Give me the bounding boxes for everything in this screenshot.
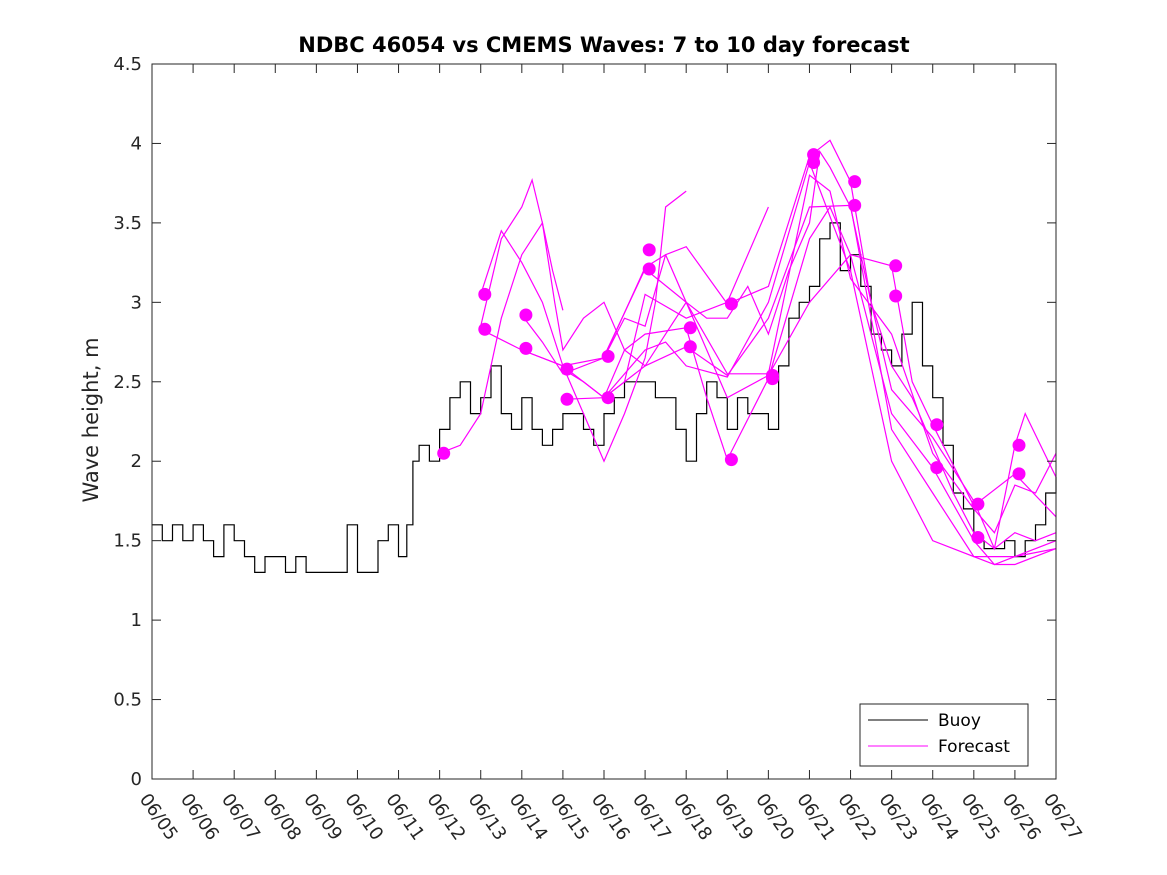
x-tick-label: 06/24 xyxy=(916,790,963,845)
forecast-marker-7 xyxy=(560,392,574,406)
x-tick-label: 06/05 xyxy=(135,790,182,845)
x-tick-label: 06/09 xyxy=(299,790,346,845)
y-tick-label: 0 xyxy=(131,769,142,790)
x-tick-label: 06/22 xyxy=(833,790,880,845)
forecast-marker-28 xyxy=(1012,438,1026,452)
forecast-run-8 xyxy=(562,204,1057,566)
forecast-run-10 xyxy=(603,254,1057,518)
x-tick-label: 06/17 xyxy=(628,790,675,845)
forecast-marker-21 xyxy=(848,198,862,212)
buoy-line xyxy=(152,222,1057,573)
x-tick-label: 06/27 xyxy=(1039,790,1086,845)
x-tick-label: 06/15 xyxy=(546,790,593,845)
forecast-marker-17 xyxy=(766,372,779,386)
x-tick-label: 06/23 xyxy=(875,790,922,845)
x-tick-label: 06/12 xyxy=(423,790,470,845)
forecast-marker-20 xyxy=(848,175,862,189)
forecast-marker-14 xyxy=(724,297,738,311)
y-tick-label: 4 xyxy=(131,133,142,154)
y-tick-label: 2.5 xyxy=(113,372,142,393)
x-tick-label: 06/21 xyxy=(792,790,839,845)
forecast-marker-25 xyxy=(930,461,944,475)
y-tick-label: 4.5 xyxy=(113,54,142,75)
forecast-marker-11 xyxy=(642,262,656,276)
forecast-marker-13 xyxy=(683,340,697,354)
legend-box xyxy=(859,703,1029,767)
forecast-marker-10 xyxy=(642,243,656,257)
plot-area xyxy=(152,139,1057,573)
y-tick-label: 2 xyxy=(131,451,142,472)
forecast-marker-22 xyxy=(889,259,903,273)
legend-buoy-label: Buoy xyxy=(938,711,981,731)
forecast-marker-2 xyxy=(478,287,492,301)
x-tick-label: 06/08 xyxy=(258,790,305,845)
x-tick-label: 06/26 xyxy=(998,790,1045,845)
y-tick-label: 1.5 xyxy=(113,531,142,552)
legend: Buoy Forecast xyxy=(859,703,1029,767)
y-axis-label: Wave height, m xyxy=(79,337,103,502)
x-tick-label: 06/10 xyxy=(340,790,387,845)
forecast-marker-4 xyxy=(519,308,533,322)
forecast-marker-8 xyxy=(601,349,615,363)
forecast-marker-19 xyxy=(807,156,821,169)
forecast-marker-5 xyxy=(519,341,533,355)
forecast-run-7 xyxy=(562,205,1057,566)
y-tick-label: 3.5 xyxy=(113,213,142,234)
forecast-marker-15 xyxy=(724,453,738,467)
x-tick-label: 06/20 xyxy=(751,790,798,845)
forecast-marker-1 xyxy=(437,446,451,460)
x-tick-label: 06/07 xyxy=(217,790,264,845)
y-tick-label: 1 xyxy=(131,610,142,631)
chart-title: NDBC 46054 vs CMEMS Waves: 7 to 10 day f… xyxy=(298,33,909,57)
forecast-marker-27 xyxy=(971,531,985,544)
x-tick-label: 06/06 xyxy=(176,790,223,845)
y-tick-label: 3 xyxy=(131,292,142,313)
forecast-marker-23 xyxy=(889,289,903,303)
forecast-marker-6 xyxy=(560,362,574,376)
forecast-run-9 xyxy=(603,160,1057,558)
forecast-run-1 xyxy=(439,149,1057,550)
x-tick-label: 06/19 xyxy=(710,790,757,845)
forecast-marker-12 xyxy=(683,321,697,335)
legend-forecast-label: Forecast xyxy=(938,737,1010,757)
x-tick-label: 06/11 xyxy=(381,790,428,845)
forecast-marker-29 xyxy=(1012,467,1026,481)
forecast-run-2 xyxy=(480,177,564,327)
x-tick-label: 06/16 xyxy=(587,790,634,845)
x-tick-label: 06/14 xyxy=(505,790,552,845)
forecast-marker-24 xyxy=(930,418,944,432)
forecast-marker-26 xyxy=(971,497,985,511)
y-tick-label: 0.5 xyxy=(113,690,142,711)
x-tick-label: 06/18 xyxy=(669,790,716,845)
forecast-marker-9 xyxy=(601,391,615,405)
x-tick-label: 06/25 xyxy=(957,790,1004,845)
forecast-marker-3 xyxy=(478,322,492,336)
forecast-run-6 xyxy=(521,139,1057,551)
x-tick-label: 06/13 xyxy=(464,790,511,845)
